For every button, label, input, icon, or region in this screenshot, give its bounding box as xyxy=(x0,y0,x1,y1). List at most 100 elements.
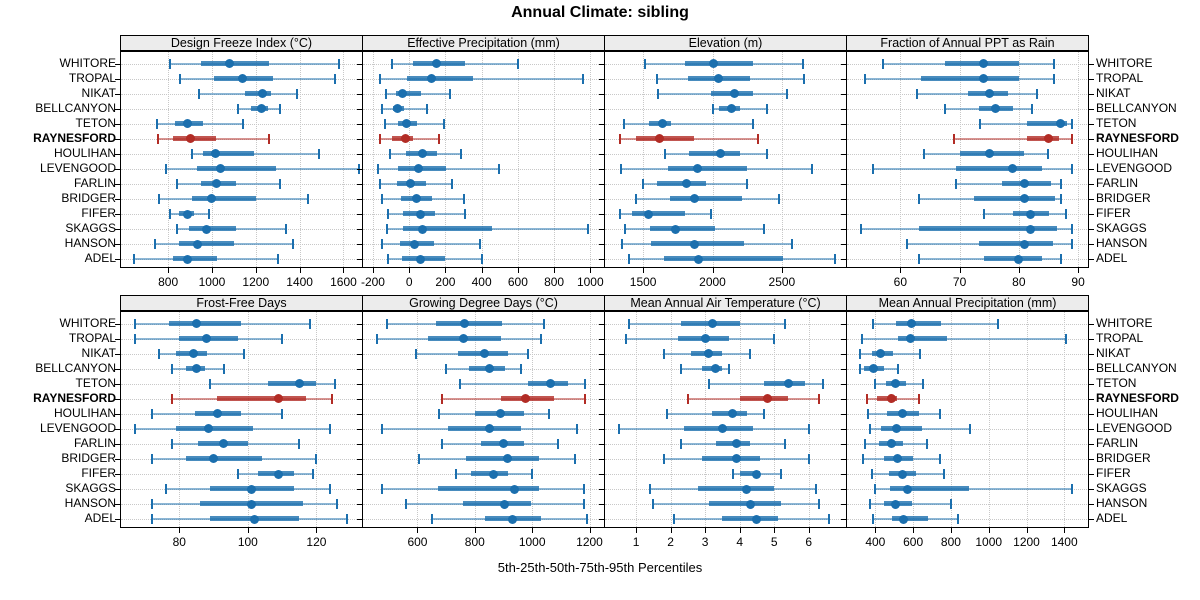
median-dot xyxy=(868,364,878,374)
station-axis-tick-left xyxy=(599,123,604,125)
station-label-left-skaggs: SKAGGS xyxy=(65,481,116,496)
station-axis-tick-left xyxy=(357,153,362,155)
station-axis-tick-right xyxy=(1089,398,1094,400)
station-axis-tick-left xyxy=(841,214,846,215)
iqr-band-25-75 xyxy=(179,241,234,247)
median-dot xyxy=(413,164,423,174)
gridline-vertical xyxy=(481,52,483,267)
whisker-cap-5th xyxy=(861,333,864,344)
station-axis-tick-left xyxy=(841,244,846,246)
median-dot xyxy=(783,379,793,389)
iqr-band-25-75 xyxy=(881,425,922,431)
whisker-cap-95th xyxy=(778,193,781,204)
x-axis-tick-label: 60 xyxy=(893,275,907,289)
gridline-horizontal xyxy=(847,368,1087,370)
iqr-band-25-75 xyxy=(722,516,778,522)
iqr-band-25-75 xyxy=(395,90,421,96)
whisker-cap-5th xyxy=(642,178,645,189)
station-axis-tick-left xyxy=(599,383,604,385)
station-axis-tick-left xyxy=(841,259,846,261)
x-axis-tick xyxy=(1018,268,1020,273)
median-dot xyxy=(890,499,900,509)
x-axis-tick xyxy=(643,268,645,273)
whisker-cap-95th xyxy=(336,499,338,510)
iqr-band-25-75 xyxy=(1026,135,1059,141)
station-axis-tick-left xyxy=(115,443,120,445)
station-axis-tick-left xyxy=(599,413,604,415)
whisker-cap-95th xyxy=(897,363,900,374)
whisker-cap-95th xyxy=(574,453,577,464)
whisker-cap-5th xyxy=(386,224,389,235)
whisker-cap-95th xyxy=(807,423,810,434)
x-axis-tick-label: 800 xyxy=(940,535,961,549)
station-axis-tick-left xyxy=(115,413,120,415)
whisker-cap-95th xyxy=(516,58,519,69)
whisker-cap-95th xyxy=(519,363,522,374)
whisker-cap-95th xyxy=(582,484,585,495)
panel-effective-precipitation-mm: -200 0 200 400 600 800 1000 xyxy=(357,51,605,289)
station-axis-tick-left xyxy=(599,353,604,355)
whisker-cap-5th xyxy=(150,408,153,419)
whisker-cap-95th xyxy=(459,148,462,159)
gridline-vertical xyxy=(211,52,213,267)
whisker-cap-95th xyxy=(749,348,752,359)
x-axis-tick-label: 0 xyxy=(405,275,413,289)
whisker-5-95 xyxy=(980,122,1072,125)
median-dot xyxy=(984,89,994,99)
whisker-cap-95th xyxy=(442,118,445,129)
median-dot xyxy=(899,514,909,524)
x-axis-tick xyxy=(316,528,318,533)
station-label-left-tropal: TROPAL xyxy=(68,70,116,85)
whisker-cap-95th xyxy=(1070,118,1073,129)
x-axis-tick xyxy=(1026,528,1028,533)
x-axis-tick-label: 1000 xyxy=(975,535,1003,549)
whisker-cap-95th xyxy=(818,393,821,404)
median-dot xyxy=(670,224,680,234)
station-axis-tick-right xyxy=(1089,108,1094,110)
iqr-band-25-75 xyxy=(407,75,474,81)
median-dot xyxy=(510,484,520,494)
median-dot xyxy=(499,439,508,449)
station-label-left-hanson: HANSON xyxy=(64,236,116,251)
whisker-cap-95th xyxy=(728,363,731,374)
whisker-cap-5th xyxy=(157,348,160,359)
iqr-band-25-75 xyxy=(684,60,753,66)
whisker-cap-95th xyxy=(1059,178,1062,189)
gridline-vertical xyxy=(781,52,783,267)
station-label-left-houlihan: HOULIHAN xyxy=(53,145,116,160)
whisker-cap-95th xyxy=(818,499,821,510)
station-axis-tick-left xyxy=(115,368,120,370)
x-axis-tick xyxy=(409,268,411,273)
whisker-cap-95th xyxy=(548,408,551,419)
whisker-cap-95th xyxy=(584,393,587,404)
whisker-cap-5th xyxy=(459,378,462,389)
x-axis-tick-label: 600 xyxy=(903,535,924,549)
whisker-cap-95th xyxy=(783,438,786,449)
iqr-band-25-75 xyxy=(436,320,503,326)
whisker-cap-5th xyxy=(657,88,660,99)
whisker-cap-5th xyxy=(133,254,136,265)
median-dot xyxy=(500,499,510,509)
station-axis-tick-left xyxy=(357,183,362,185)
station-axis-tick-left xyxy=(841,168,846,170)
whisker-cap-95th xyxy=(497,163,500,174)
station-axis-tick-right xyxy=(1089,229,1094,231)
station-axis-tick-left xyxy=(357,63,362,65)
x-axis-tick-label: 600 xyxy=(407,535,428,549)
gridline-vertical xyxy=(168,52,170,267)
station-axis-tick-left xyxy=(357,123,362,125)
station-axis-tick-left xyxy=(357,198,362,200)
median-dot xyxy=(212,409,222,419)
gridline-vertical xyxy=(875,312,877,527)
whisker-cap-95th xyxy=(1053,58,1056,69)
station-label-right-hanson: HANSON xyxy=(1096,496,1148,511)
median-dot xyxy=(1020,194,1030,204)
x-axis-tick xyxy=(481,268,483,273)
whisker-cap-95th xyxy=(333,73,336,84)
whisker-cap-5th xyxy=(379,133,382,144)
whisker-cap-95th xyxy=(786,88,789,99)
iqr-band-25-75 xyxy=(688,150,741,156)
station-axis-tick-left xyxy=(841,323,846,325)
whisker-cap-5th xyxy=(133,423,136,434)
iqr-band-25-75 xyxy=(663,256,784,262)
